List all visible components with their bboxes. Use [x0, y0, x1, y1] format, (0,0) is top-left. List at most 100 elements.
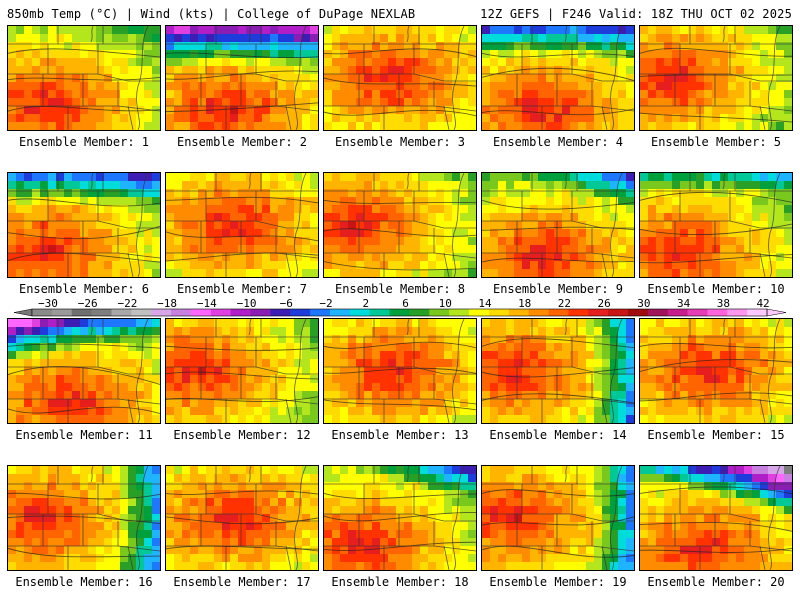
- state-border: [443, 398, 450, 423]
- ensemble-member-label: Ensemble Member: 4: [492, 135, 624, 149]
- scale-swatch: [210, 309, 232, 316]
- state-border: [117, 545, 160, 552]
- state-border: [413, 513, 476, 522]
- height-contour: [324, 77, 476, 87]
- scale-swatch: [91, 309, 112, 316]
- state-border: [722, 173, 726, 190]
- scale-tick-label: 14: [478, 297, 492, 310]
- scale-swatch: [627, 309, 649, 316]
- height-contour: [166, 345, 318, 351]
- height-contour: [482, 545, 634, 558]
- height-contour: [482, 367, 634, 378]
- ensemble-map-panel: [165, 172, 319, 278]
- scale-swatch: [528, 309, 549, 316]
- state-border: [136, 319, 149, 423]
- height-contour: [166, 545, 318, 550]
- ensemble-member-label: Ensemble Member: 16: [15, 575, 153, 589]
- height-contour: [166, 52, 318, 58]
- scale-swatch: [270, 309, 291, 316]
- scale-swatch: [190, 309, 212, 316]
- state-border: [248, 173, 252, 190]
- state-border: [722, 466, 726, 483]
- state-border: [90, 466, 94, 483]
- state-border: [136, 26, 149, 130]
- ensemble-map-panel: [481, 318, 635, 424]
- scale-swatch: [727, 309, 748, 316]
- temperature-map: [324, 466, 476, 570]
- temperature-map: [482, 319, 634, 423]
- ensemble-member-label: Ensemble Member: 15: [647, 428, 785, 442]
- height-contour: [482, 257, 634, 263]
- state-border: [285, 545, 292, 570]
- temperature-map: [640, 466, 792, 570]
- ensemble-map-panel: [323, 172, 477, 278]
- state-border: [285, 105, 292, 130]
- scale-swatch: [588, 309, 609, 316]
- height-contour: [640, 392, 792, 402]
- state-border: [571, 366, 634, 375]
- height-contour: [640, 548, 792, 553]
- scale-swatch: [290, 309, 311, 316]
- scale-tick-label: −26: [78, 297, 98, 310]
- scale-swatch: [329, 309, 351, 316]
- state-border: [729, 366, 792, 375]
- state-border: [294, 466, 307, 570]
- state-border: [127, 252, 134, 277]
- height-contour: [324, 399, 476, 411]
- state-border: [406, 319, 410, 336]
- scale-swatch: [111, 309, 132, 316]
- scale-max-arrow: [766, 308, 787, 317]
- scale-tick-label: 22: [558, 297, 571, 310]
- state-border: [610, 319, 623, 423]
- ensemble-map-panel: [7, 25, 161, 131]
- state-border: [406, 466, 410, 483]
- height-contour: [640, 254, 792, 264]
- height-contour: [8, 105, 160, 112]
- ensemble-map-panel: [165, 318, 319, 424]
- state-border: [97, 513, 160, 522]
- state-border: [248, 26, 252, 43]
- color-scale-bar: −30 −26 −22 −18 −14 −10 −6 −2 2 6 10 14 18 22 26 30 34 38…: [0, 297, 800, 319]
- height-contour: [640, 74, 792, 77]
- state-border: [591, 252, 634, 259]
- state-border: [729, 513, 792, 522]
- state-border: [571, 73, 634, 82]
- temperature-map: [166, 466, 318, 570]
- ensemble-map-panel: [481, 25, 635, 131]
- ensemble-map-panel: [323, 465, 477, 571]
- temperature-map: [324, 319, 476, 423]
- height-contour: [166, 516, 318, 525]
- color-scale-svg: −30 −26 −22 −18 −14 −10 −6 −2 2 6 10 14 18 22 26 30 34 38…: [13, 297, 787, 317]
- state-border: [571, 513, 634, 522]
- height-contour: [8, 48, 160, 58]
- ensemble-member-label: Ensemble Member: 1: [18, 135, 150, 149]
- height-contour: [166, 102, 318, 113]
- ensemble-member-label: Ensemble Member: 12: [173, 428, 311, 442]
- temperature-map: [324, 26, 476, 130]
- scale-tick-label: −6: [280, 297, 293, 310]
- state-border: [294, 173, 307, 277]
- height-contour: [8, 492, 160, 500]
- scale-swatch: [449, 309, 470, 316]
- ensemble-member-label: Ensemble Member: 18: [331, 575, 469, 589]
- scale-swatch: [568, 309, 589, 316]
- scale-swatch: [687, 309, 708, 316]
- state-border: [97, 220, 160, 229]
- ensemble-member-label: Ensemble Member: 17: [173, 575, 311, 589]
- state-border: [413, 73, 476, 82]
- ensemble-map-panel: [639, 25, 793, 131]
- height-contour: [640, 521, 792, 532]
- ensemble-member-label: Ensemble Member: 5: [650, 135, 782, 149]
- state-border: [433, 252, 476, 259]
- scale-tick-label: −2: [319, 297, 332, 310]
- height-contour: [8, 547, 160, 558]
- temperature-map: [8, 466, 160, 570]
- state-border: [413, 366, 476, 375]
- temperature-map: [166, 26, 318, 130]
- ensemble-map-panel: [165, 465, 319, 571]
- temperature-map: [640, 173, 792, 277]
- state-border: [406, 26, 410, 43]
- scale-min-arrow: [13, 308, 33, 317]
- state-border: [433, 398, 476, 405]
- ensemble-member-label: Ensemble Member: 7: [176, 282, 308, 296]
